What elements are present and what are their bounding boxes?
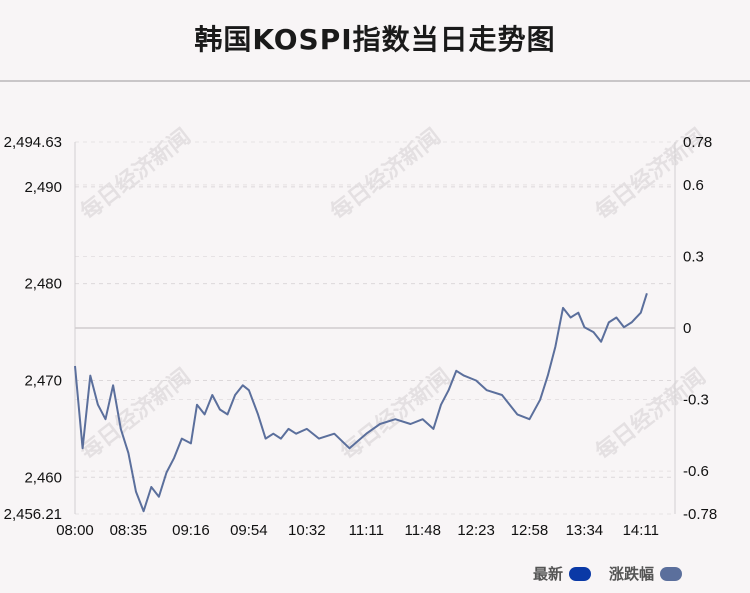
right-tick-label: -0.78	[683, 506, 717, 523]
x-tick-label: 11:11	[349, 522, 384, 539]
legend-label-change: 涨跌幅	[609, 565, 655, 583]
x-tick-label: 14:11	[623, 522, 659, 539]
title-divider	[0, 80, 750, 82]
left-tick-label: 2,470	[24, 372, 62, 389]
x-tick-label: 08:00	[56, 522, 94, 539]
left-tick-label: 2,456.21	[4, 506, 62, 523]
x-tick-label: 13:34	[566, 522, 604, 539]
series-line-latest	[74, 293, 648, 513]
x-tick-label: 12:23	[457, 522, 495, 539]
x-tick-label: 09:16	[172, 522, 210, 539]
left-tick-label: 2,494.63	[4, 134, 62, 151]
chart-title: 韩国KOSPI指数当日走势图	[194, 23, 556, 56]
x-tick-label: 12:58	[511, 522, 549, 539]
right-tick-label: 0	[683, 320, 691, 337]
watermark-text-1: 每日经济新闻	[326, 124, 446, 226]
x-axis-ticks: 08:00 08:35 09:16 09:54 10:32 11:11 11:48 12:23…	[56, 522, 659, 539]
watermark-text-0: 每日经济新闻	[76, 124, 196, 226]
right-tick-label: 0.6	[683, 177, 704, 194]
legend-swatch-latest	[569, 566, 592, 581]
right-axis-ticks: 0.78 0.6 0.3 0 -0.3 -0.6 -0.78	[683, 134, 717, 523]
x-tick-label: 09:54	[230, 522, 268, 539]
left-axis-ticks: 2,494.63 2,490 2,480 2,470 2,460 2,456.21	[4, 134, 62, 523]
legend-swatch-change	[660, 566, 683, 581]
legend-label-latest: 最新	[533, 565, 564, 583]
right-tick-label: -0.6	[683, 463, 709, 480]
left-tick-label: 2,480	[24, 276, 62, 293]
x-tick-label: 11:48	[404, 522, 440, 539]
x-tick-label: 08:35	[110, 522, 148, 539]
legend-item-change[interactable]: 涨跌幅	[609, 563, 683, 584]
legend-item-latest[interactable]: 最新	[533, 563, 592, 584]
right-tick-label: 0.3	[683, 248, 704, 265]
x-tick-label: 10:32	[288, 522, 326, 539]
watermark-text-5: 每日经济新闻	[591, 364, 711, 466]
right-tick-label: -0.3	[683, 392, 709, 409]
right-tick-label: 0.78	[683, 134, 712, 151]
left-tick-label: 2,490	[24, 179, 62, 196]
left-tick-label: 2,460	[24, 469, 62, 486]
